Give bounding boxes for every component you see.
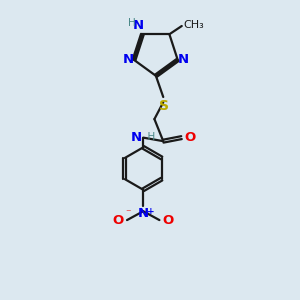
- Text: H: H: [142, 132, 156, 142]
- Text: N: N: [138, 207, 149, 220]
- Text: S: S: [159, 99, 169, 113]
- Text: H: H: [128, 18, 136, 28]
- Text: +: +: [147, 207, 155, 216]
- Text: N: N: [130, 130, 142, 143]
- Text: ⁻: ⁻: [125, 208, 131, 219]
- Text: N: N: [123, 53, 134, 66]
- Text: N: N: [132, 19, 143, 32]
- Text: N: N: [178, 53, 189, 66]
- Text: O: O: [184, 130, 196, 143]
- Text: CH₃: CH₃: [184, 20, 204, 30]
- Text: O: O: [113, 214, 124, 226]
- Text: O: O: [162, 214, 174, 226]
